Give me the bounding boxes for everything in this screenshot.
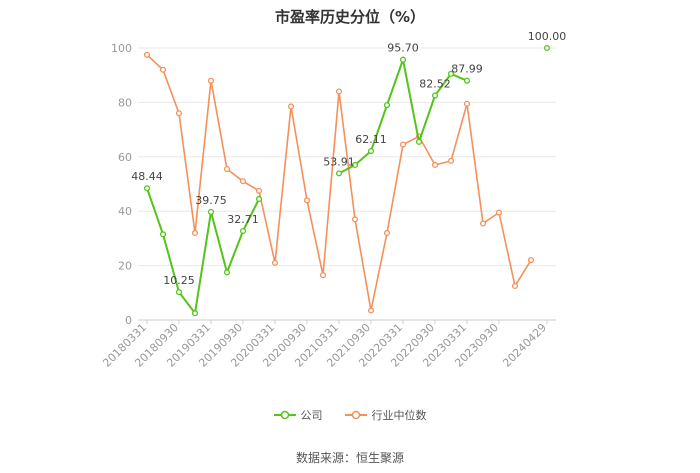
- data-point: [175, 110, 183, 117]
- data-point: [479, 220, 487, 227]
- data-source: 数据来源：恒生聚源: [295, 451, 404, 465]
- data-point: [511, 282, 519, 290]
- data-point: [239, 227, 247, 235]
- data-point: [271, 259, 279, 266]
- data-point: [239, 178, 247, 185]
- y-tick-label: 0: [125, 314, 132, 327]
- y-tick-label: 20: [118, 260, 132, 273]
- data-point: [255, 187, 263, 194]
- data-point: [143, 185, 151, 192]
- data-point: [159, 66, 167, 73]
- data-point: [287, 103, 295, 110]
- data-point: [463, 77, 471, 84]
- data-label: 39.75: [195, 194, 227, 207]
- data-point: [143, 51, 151, 58]
- data-label: 53.91: [323, 155, 355, 168]
- data-point: [367, 307, 375, 314]
- data-point: [255, 195, 263, 203]
- y-tick-label: 80: [118, 96, 132, 109]
- data-point: [335, 170, 343, 177]
- chart-title: 市盈率历史分位（%）: [274, 8, 426, 26]
- legend-swatch-marker: [280, 410, 289, 420]
- data-point: [223, 165, 231, 173]
- legend-swatch-marker: [351, 410, 360, 420]
- data-point: [463, 100, 471, 107]
- series-line: [147, 48, 547, 313]
- legend-label: 行业中位数: [371, 409, 427, 422]
- y-tick-label: 100: [111, 42, 132, 55]
- x-axis: 2018033120180930201903312019093020200331…: [100, 319, 556, 370]
- data-point: [431, 161, 439, 169]
- data-point: [431, 92, 439, 99]
- data-point: [495, 209, 503, 216]
- data-label: 48.44: [131, 170, 163, 183]
- data-label: 100.00: [528, 30, 567, 43]
- data-point: [159, 231, 167, 238]
- legend-swatch: [273, 410, 296, 420]
- data-label: 95.70: [387, 42, 419, 55]
- y-tick-label: 60: [118, 151, 132, 164]
- data-point: [335, 88, 343, 95]
- y-axis: 0 20 40 60 80 100: [111, 42, 132, 327]
- data-point: [415, 138, 423, 145]
- data-point: [207, 77, 215, 84]
- data-label: 82.52: [419, 78, 451, 91]
- data-label: 62.11: [355, 133, 387, 146]
- data-label: 10.25: [163, 274, 195, 287]
- data-point: [447, 70, 455, 77]
- data-point: [447, 157, 455, 164]
- line-chart: 0 20 40 60 80 100 201803312018093020190331201…: [100, 30, 566, 370]
- data-point: [351, 216, 359, 223]
- data-point: [383, 229, 391, 237]
- y-tick-label: 40: [118, 205, 132, 218]
- data-point: [543, 44, 551, 52]
- legend-swatch: [344, 410, 367, 420]
- x-tick-label: 20240429: [500, 321, 549, 370]
- data-point: [303, 197, 311, 204]
- legend-item-company[interactable]: 公司: [273, 407, 323, 423]
- series-group: [145, 46, 550, 316]
- data-point: [191, 229, 199, 237]
- data-point: [399, 56, 407, 63]
- data-point: [207, 208, 215, 215]
- data-point: [175, 289, 183, 296]
- data-label: 32.71: [227, 213, 259, 226]
- data-point: [191, 310, 199, 317]
- data-label: 87.99: [451, 63, 483, 76]
- series-industry-median: [143, 51, 535, 314]
- legend: 公司 行业中位数: [0, 407, 700, 423]
- data-point: [319, 272, 327, 279]
- data-point: [383, 102, 391, 109]
- data-point: [351, 161, 359, 169]
- series-company: [145, 46, 550, 316]
- data-point: [527, 257, 535, 264]
- legend-item-industry-median[interactable]: 行业中位数: [344, 407, 427, 423]
- legend-label: 公司: [300, 409, 323, 422]
- data-point: [223, 269, 231, 276]
- data-point: [367, 148, 375, 155]
- data-point: [399, 141, 407, 148]
